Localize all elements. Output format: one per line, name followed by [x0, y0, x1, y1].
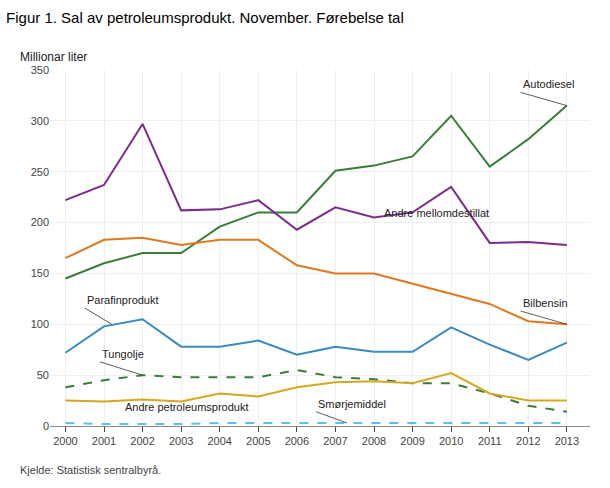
svg-text:Andre mellomdestillat: Andre mellomdestillat — [384, 207, 489, 219]
svg-text:Millionar liter: Millionar liter — [20, 50, 87, 64]
svg-text:2008: 2008 — [362, 435, 386, 447]
svg-text:Bilbensin: Bilbensin — [523, 297, 568, 309]
svg-text:100: 100 — [31, 318, 49, 330]
svg-text:2001: 2001 — [92, 435, 116, 447]
svg-text:Andre petroleumsprodukt: Andre petroleumsprodukt — [125, 401, 249, 413]
svg-text:2013: 2013 — [555, 435, 579, 447]
svg-text:Figur 1. Sal av petroleumsprod: Figur 1. Sal av petroleumsprodukt. Novem… — [6, 9, 404, 26]
svg-text:Autodiesel: Autodiesel — [523, 78, 574, 90]
svg-text:2004: 2004 — [207, 435, 231, 447]
svg-text:Kjelde: Statistisk sentralbyrå: Kjelde: Statistisk sentralbyrå. — [20, 464, 161, 476]
svg-text:2000: 2000 — [53, 435, 77, 447]
svg-text:2011: 2011 — [478, 435, 502, 447]
svg-text:Parafinprodukt: Parafinprodukt — [87, 294, 159, 306]
svg-text:2012: 2012 — [516, 435, 540, 447]
svg-text:2002: 2002 — [130, 435, 154, 447]
svg-text:2009: 2009 — [400, 435, 424, 447]
svg-text:150: 150 — [31, 267, 49, 279]
svg-text:2010: 2010 — [439, 435, 463, 447]
svg-text:2003: 2003 — [169, 435, 193, 447]
svg-text:50: 50 — [37, 369, 49, 381]
svg-text:200: 200 — [31, 216, 49, 228]
svg-text:Smørjemiddel: Smørjemiddel — [318, 398, 386, 410]
svg-text:2005: 2005 — [246, 435, 270, 447]
svg-text:Tungolje: Tungolje — [102, 348, 144, 360]
svg-text:350: 350 — [31, 64, 49, 76]
svg-text:2007: 2007 — [323, 435, 347, 447]
svg-text:300: 300 — [31, 115, 49, 127]
svg-text:0: 0 — [43, 420, 49, 432]
svg-text:250: 250 — [31, 166, 49, 178]
svg-text:2006: 2006 — [285, 435, 309, 447]
